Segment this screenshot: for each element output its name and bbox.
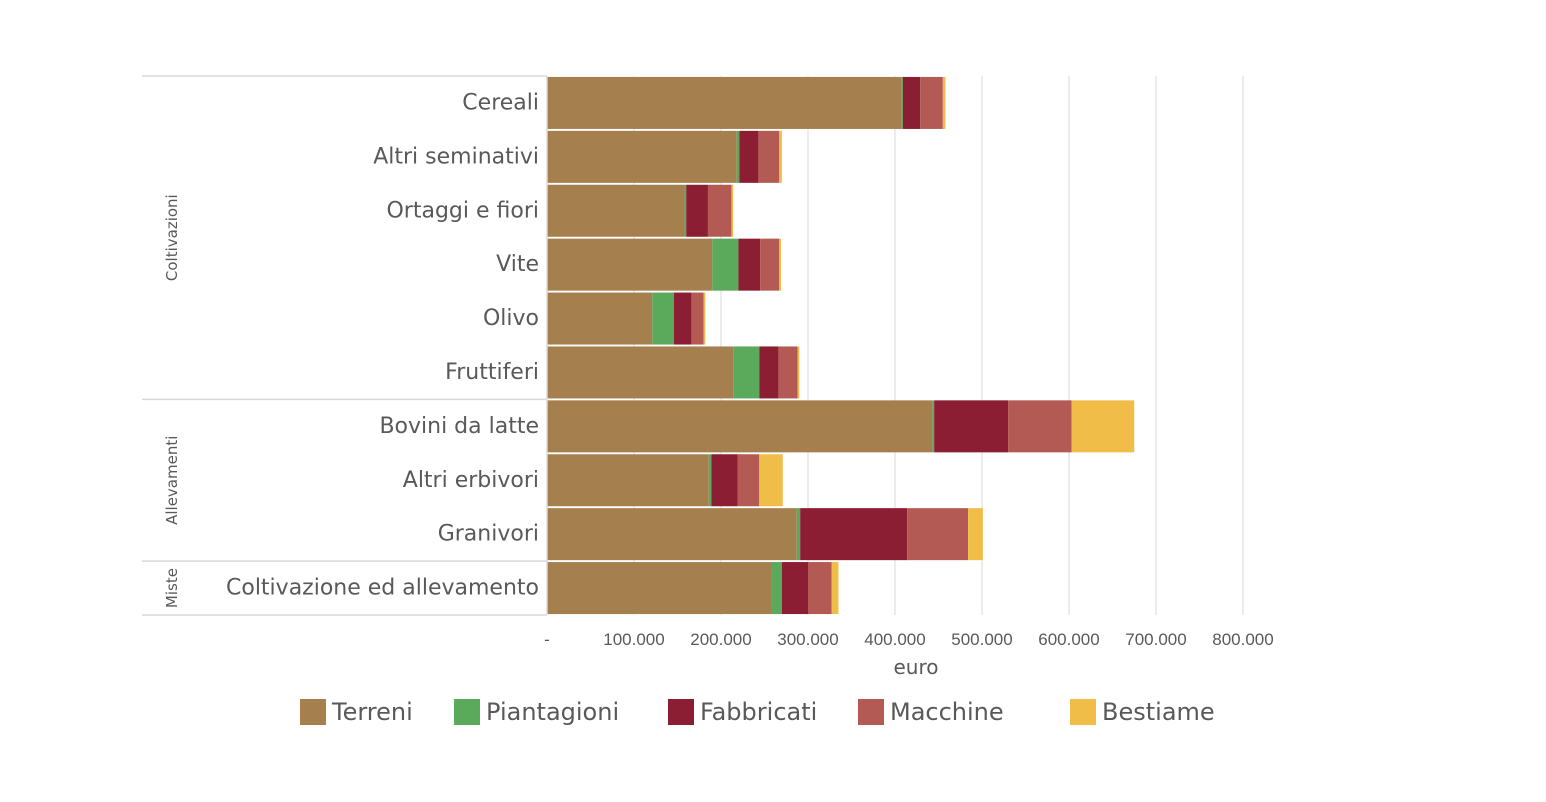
x-tick-label-0: - [544,630,550,649]
legend-item-terreni: Terreni [300,698,413,726]
x-tick-label-300000: 300.000 [777,630,838,649]
bars [547,76,1135,615]
legend-item-fabbricati: Fabbricati [668,698,817,726]
bar-altri-seminativi-macchine [758,130,780,183]
bar-olivo-fabbricati [674,292,692,345]
bar-cereali-fabbricati [902,76,921,129]
bar-fruttiferi-fabbricati [759,346,779,399]
bar-olivo-terreni [547,292,653,345]
legend-swatch-piantagioni [454,699,480,725]
category-axis [142,75,548,616]
group-label-coltivazioni: Coltivazioni [163,194,181,281]
bar-coltivazione-ed-allevamento-terreni [547,562,772,615]
x-tick-label-600000: 600.000 [1038,630,1099,649]
bar-fruttiferi-macchine [778,346,798,399]
bar-bovini-da-latte-piantagioni [932,400,935,453]
x-tick-label-400000: 400.000 [864,630,925,649]
bar-olivo-macchine [691,292,704,345]
bar-altri-seminativi-fabbricati [739,130,759,183]
group-label-allevamenti: Allevamenti [163,436,181,525]
legend-item-piantagioni: Piantagioni [454,698,619,726]
category-label-granivori: Granivori [438,522,539,547]
x-tick-label-500000: 500.000 [951,630,1012,649]
bar-granivori-macchine [907,508,969,561]
bar-cereali-terreni [547,76,902,129]
group-labels: Coltivazioni Allevamenti Miste [163,194,181,608]
bar-vite-piantagioni [712,238,739,291]
bar-olivo-piantagioni [652,292,675,345]
category-label-coltivazione-ed-allevamento: Coltivazione ed allevamento [226,576,539,601]
bar-granivori-terreni [547,508,797,561]
bar-granivori-bestiame [968,508,983,561]
bar-coltivazione-ed-allevamento-fabbricati [781,562,808,615]
bar-altri-seminativi-piantagioni [736,130,740,183]
bar-vite-terreni [547,238,713,291]
bar-granivori-fabbricati [800,508,908,561]
category-label-cereali: Cereali [462,90,539,115]
category-label-altri-erbivori: Altri erbivori [403,468,539,493]
category-label-altri-seminativi: Altri seminativi [373,144,539,169]
category-labels: Cereali Altri seminativi Ortaggi e fiori Vi… [226,90,539,600]
legend-swatch-macchine [858,699,884,725]
legend-label-fabbricati: Fabbricati [700,698,817,726]
bar-altri-erbivori-bestiame [759,454,783,507]
bar-fruttiferi-piantagioni [733,346,760,399]
legend-label-bestiame: Bestiame [1102,698,1215,726]
bar-coltivazione-ed-allevamento-bestiame [831,562,839,615]
bar-ortaggi-e-fiori-terreni [547,184,685,237]
bar-coltivazione-ed-allevamento-macchine [808,562,832,615]
bar-fruttiferi-terreni [547,346,734,399]
x-axis-title: euro [894,655,939,679]
category-label-fruttiferi: Fruttiferi [445,360,539,385]
bar-bovini-da-latte-terreni [547,400,933,453]
bar-fruttiferi-bestiame [797,346,800,399]
legend-label-macchine: Macchine [890,698,1004,726]
category-label-olivo: Olivo [483,306,539,331]
x-tick-label-700000: 700.000 [1125,630,1186,649]
x-axis-ticks: - 100.000 200.000 300.000 400.000 500.000 600.… [544,630,1274,649]
bar-ortaggi-e-fiori-piantagioni [684,184,687,237]
bar-altri-erbivori-macchine [737,454,760,507]
bar-cereali-piantagioni [901,76,903,129]
x-tick-label-200000: 200.000 [690,630,751,649]
category-label-vite: Vite [496,252,539,277]
bar-vite-fabbricati [738,238,761,291]
bar-altri-erbivori-terreni [547,454,709,507]
legend-label-terreni: Terreni [331,698,413,726]
bar-cereali-macchine [920,76,943,129]
bar-altri-erbivori-fabbricati [711,454,738,507]
legend-swatch-fabbricati [668,699,694,725]
bar-olivo-bestiame [703,292,706,345]
legend-swatch-terreni [300,699,326,725]
bar-vite-macchine [760,238,780,291]
legend-item-macchine: Macchine [858,698,1004,726]
bar-altri-seminativi-terreni [547,130,737,183]
bar-ortaggi-e-fiori-macchine [707,184,732,237]
legend-item-bestiame: Bestiame [1070,698,1215,726]
bar-bovini-da-latte-bestiame [1071,400,1135,453]
bar-cereali-bestiame [942,76,946,129]
group-label-miste: Miste [163,568,181,608]
x-tick-label-800000: 800.000 [1212,630,1273,649]
bar-bovini-da-latte-fabbricati [934,400,1009,453]
bar-ortaggi-e-fiori-bestiame [731,184,734,237]
legend-swatch-bestiame [1070,699,1096,725]
legend: Terreni Piantagioni Fabbricati Macchine Best… [300,698,1215,726]
legend-label-piantagioni: Piantagioni [486,698,619,726]
bar-altri-seminativi-bestiame [779,130,782,183]
bar-granivori-piantagioni [796,508,801,561]
bar-coltivazione-ed-allevamento-piantagioni [771,562,782,615]
bar-altri-erbivori-piantagioni [708,454,712,507]
x-tick-label-100000: 100.000 [603,630,664,649]
bar-ortaggi-e-fiori-fabbricati [686,184,708,237]
bar-bovini-da-latte-macchine [1008,400,1072,453]
bar-vite-bestiame [779,238,782,291]
category-label-bovini-da-latte: Bovini da latte [379,414,539,439]
category-label-ortaggi-e-fiori: Ortaggi e fiori [386,198,539,223]
